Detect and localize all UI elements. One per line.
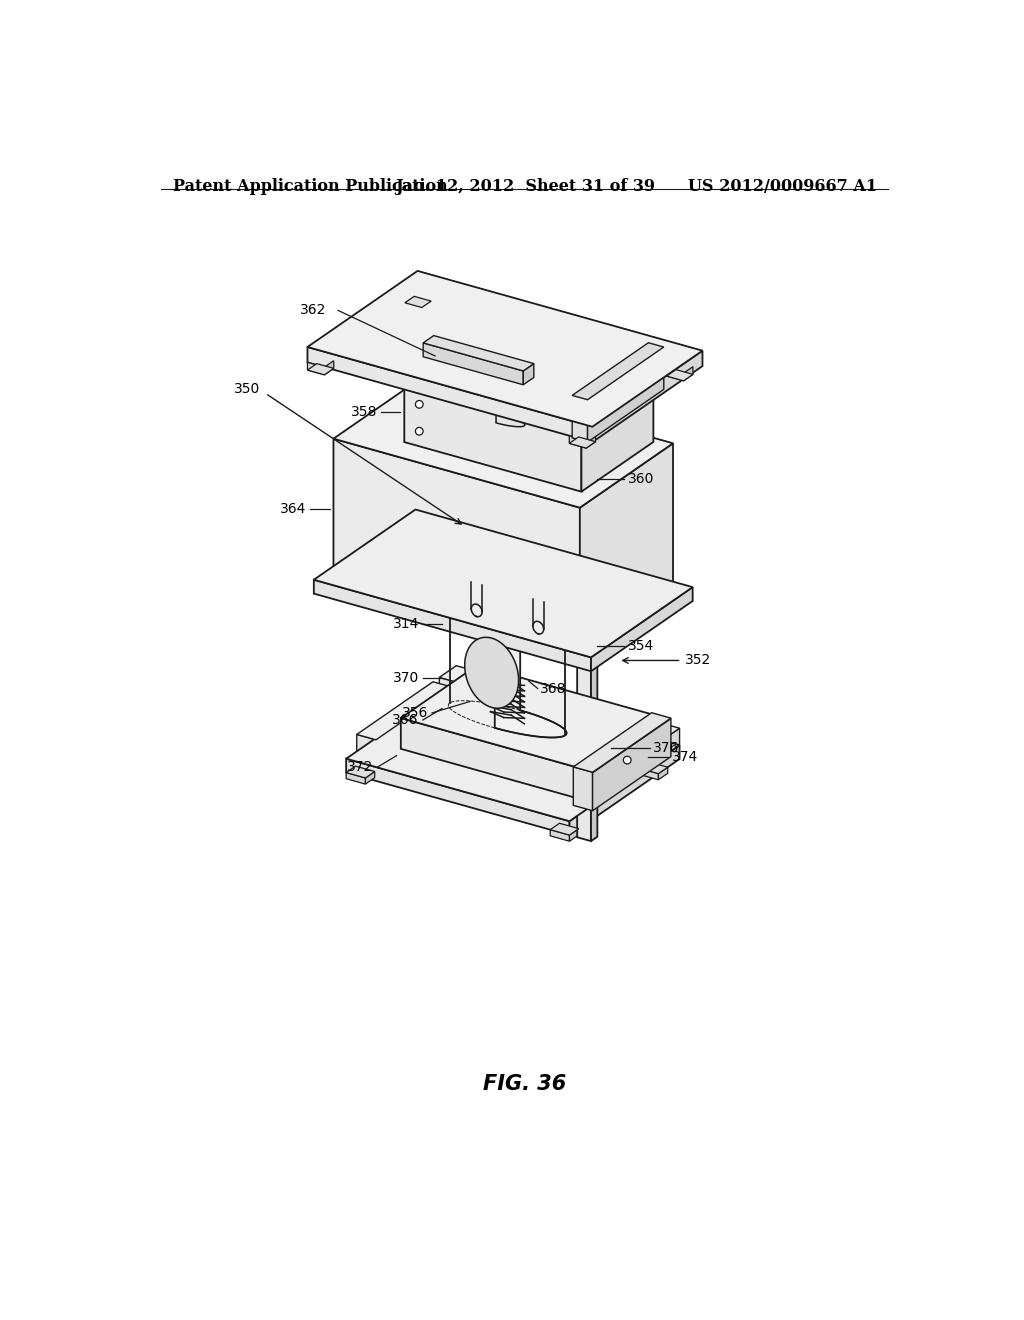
Polygon shape bbox=[582, 368, 653, 491]
Polygon shape bbox=[334, 375, 673, 508]
Polygon shape bbox=[591, 587, 692, 671]
Polygon shape bbox=[663, 729, 680, 756]
Text: 362: 362 bbox=[300, 304, 327, 317]
Polygon shape bbox=[658, 767, 668, 780]
Polygon shape bbox=[580, 744, 656, 814]
Polygon shape bbox=[313, 510, 692, 657]
Text: US 2012/0009667 A1: US 2012/0009667 A1 bbox=[688, 178, 878, 194]
Polygon shape bbox=[366, 771, 375, 784]
Polygon shape bbox=[439, 677, 663, 756]
Polygon shape bbox=[376, 688, 453, 756]
Text: 314: 314 bbox=[392, 616, 419, 631]
Polygon shape bbox=[639, 762, 668, 774]
Polygon shape bbox=[495, 587, 566, 738]
Polygon shape bbox=[435, 705, 464, 717]
Polygon shape bbox=[455, 710, 464, 722]
Polygon shape bbox=[435, 711, 455, 722]
Text: 352: 352 bbox=[685, 653, 712, 668]
Polygon shape bbox=[346, 766, 375, 777]
Polygon shape bbox=[561, 792, 580, 814]
Text: FIG. 36: FIG. 36 bbox=[483, 1074, 566, 1094]
Polygon shape bbox=[592, 351, 702, 442]
Polygon shape bbox=[593, 719, 670, 803]
Polygon shape bbox=[436, 574, 579, 618]
Polygon shape bbox=[404, 296, 431, 308]
Polygon shape bbox=[593, 718, 671, 810]
Polygon shape bbox=[591, 359, 597, 841]
Polygon shape bbox=[639, 768, 658, 780]
Polygon shape bbox=[439, 665, 680, 741]
Polygon shape bbox=[422, 293, 431, 308]
Polygon shape bbox=[404, 319, 653, 418]
Polygon shape bbox=[356, 734, 376, 756]
Polygon shape bbox=[667, 368, 684, 381]
Polygon shape bbox=[573, 713, 671, 772]
Polygon shape bbox=[346, 759, 569, 836]
Circle shape bbox=[416, 428, 423, 436]
Polygon shape bbox=[572, 343, 664, 400]
Polygon shape bbox=[346, 772, 366, 784]
Polygon shape bbox=[334, 438, 580, 651]
Text: Patent Application Publication: Patent Application Publication bbox=[173, 178, 447, 194]
Polygon shape bbox=[578, 360, 591, 841]
Text: 354: 354 bbox=[628, 639, 654, 653]
Polygon shape bbox=[404, 368, 582, 491]
Text: 372: 372 bbox=[347, 760, 374, 774]
Polygon shape bbox=[404, 296, 422, 308]
Polygon shape bbox=[356, 681, 453, 739]
Polygon shape bbox=[307, 363, 325, 375]
Polygon shape bbox=[573, 767, 593, 810]
Text: Jan. 12, 2012  Sheet 31 of 39: Jan. 12, 2012 Sheet 31 of 39 bbox=[395, 178, 654, 194]
Polygon shape bbox=[325, 360, 334, 375]
Text: 366: 366 bbox=[392, 713, 419, 727]
Text: 350: 350 bbox=[233, 383, 260, 396]
Polygon shape bbox=[550, 830, 569, 841]
Text: 374: 374 bbox=[672, 750, 697, 764]
Polygon shape bbox=[588, 347, 664, 442]
Polygon shape bbox=[400, 665, 670, 772]
Polygon shape bbox=[423, 335, 534, 371]
Polygon shape bbox=[465, 638, 518, 709]
Polygon shape bbox=[569, 437, 596, 447]
Text: 376: 376 bbox=[653, 742, 680, 755]
Polygon shape bbox=[400, 718, 593, 803]
Polygon shape bbox=[569, 744, 680, 836]
Circle shape bbox=[624, 756, 631, 764]
Polygon shape bbox=[346, 682, 680, 821]
Text: 364: 364 bbox=[281, 502, 306, 516]
Polygon shape bbox=[572, 396, 588, 442]
Polygon shape bbox=[667, 370, 693, 381]
Polygon shape bbox=[580, 444, 673, 651]
Polygon shape bbox=[449, 578, 566, 614]
Polygon shape bbox=[307, 271, 702, 426]
Text: 360: 360 bbox=[628, 471, 654, 486]
Polygon shape bbox=[307, 363, 334, 375]
Polygon shape bbox=[423, 343, 523, 385]
Polygon shape bbox=[569, 436, 586, 447]
Polygon shape bbox=[477, 362, 524, 376]
Polygon shape bbox=[307, 347, 592, 442]
Circle shape bbox=[416, 400, 423, 408]
Polygon shape bbox=[313, 579, 591, 671]
Polygon shape bbox=[578, 355, 597, 364]
Polygon shape bbox=[569, 829, 579, 841]
Polygon shape bbox=[684, 367, 693, 381]
Text: 368: 368 bbox=[540, 681, 566, 696]
Text: 358: 358 bbox=[351, 405, 378, 418]
Polygon shape bbox=[523, 363, 534, 385]
Polygon shape bbox=[586, 434, 596, 447]
Polygon shape bbox=[496, 366, 524, 426]
Polygon shape bbox=[561, 739, 656, 797]
Text: 370: 370 bbox=[392, 671, 419, 685]
Text: 356: 356 bbox=[401, 706, 428, 719]
Polygon shape bbox=[550, 824, 579, 836]
